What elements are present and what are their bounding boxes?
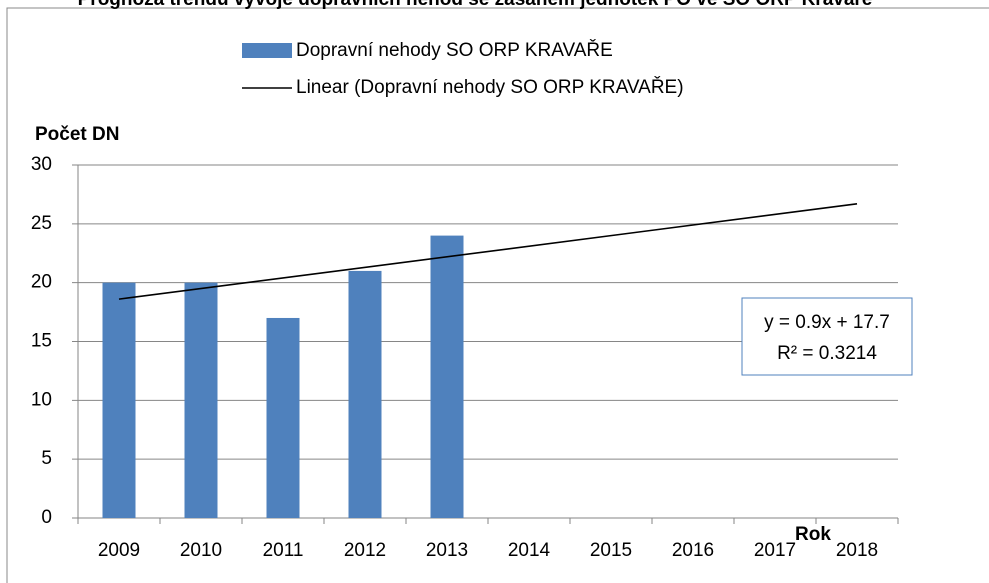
bar <box>348 270 382 518</box>
legend-label: Linear (Dopravní nehody SO ORP KRAVAŘE) <box>296 76 684 98</box>
x-tick-label: 2017 <box>754 540 796 561</box>
y-tick-label: 5 <box>41 448 52 469</box>
trend-equation: y = 0.9x + 17.7 <box>764 312 890 333</box>
legend-label: Dopravní nehody SO ORP KRAVAŘE <box>296 39 613 61</box>
bar <box>184 282 218 518</box>
y-tick-label: 20 <box>31 272 52 293</box>
x-tick-label: 2018 <box>836 540 878 561</box>
x-tick-label: 2012 <box>344 540 386 561</box>
equation-box <box>741 297 913 376</box>
y-tick-label: 30 <box>31 154 52 175</box>
x-tick-label: 2010 <box>180 540 222 561</box>
x-tick-label: 2011 <box>263 540 304 561</box>
y-tick-label: 25 <box>31 213 52 234</box>
x-tick-label: 2016 <box>672 540 714 561</box>
legend-swatch <box>242 43 292 58</box>
trend-r2: R² = 0.3214 <box>777 343 877 364</box>
bar <box>102 282 136 518</box>
x-axis-label: Rok <box>795 524 831 545</box>
x-tick-label: 2015 <box>590 540 632 561</box>
y-tick-label: 10 <box>31 389 52 410</box>
y-axis-label: Počet DN <box>35 124 119 145</box>
x-tick-label: 2009 <box>98 540 140 561</box>
bar <box>430 235 464 518</box>
chart-title: Prognóza trendu vývoje dopravních nehod … <box>78 0 873 10</box>
x-tick-label: 2014 <box>508 540 551 561</box>
trendline <box>118 203 858 300</box>
y-tick-label: 0 <box>41 507 52 528</box>
x-tick-label: 2013 <box>426 540 468 561</box>
y-tick-label: 15 <box>31 331 52 352</box>
chart-border <box>6 7 989 583</box>
bar <box>266 317 300 518</box>
